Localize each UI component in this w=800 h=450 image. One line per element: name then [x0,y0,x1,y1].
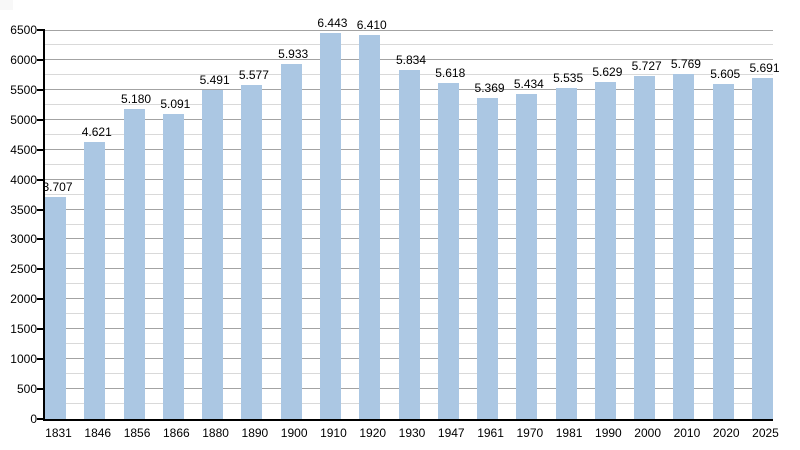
y-tick-mark [37,178,43,181]
bar-value-label: 6.410 [356,18,387,33]
bar-value-label: 5.691 [749,61,780,76]
bar-value-label: 5.629 [592,65,623,80]
x-year-label: 1910 [320,426,347,440]
x-axis-line [43,419,773,421]
bar-2025 [752,78,773,419]
x-year-label: 2020 [712,426,740,440]
x-year-label: 1866 [162,426,190,440]
bar-value-label: 5.577 [238,68,269,83]
bar-value-label: 5.834 [395,52,427,67]
bar-value-label: 5.727 [631,59,662,74]
bar-1990 [594,82,616,419]
x-year-label: 1846 [84,426,112,440]
bar-1866 [162,114,184,419]
y-tick-label: 6000 [10,52,37,67]
y-tick-label: 5000 [10,112,37,127]
bar-value-label: 5.618 [435,65,466,80]
bar-1981 [555,87,577,419]
y-tick-mark [37,418,43,420]
x-year-label: 1890 [241,426,269,440]
bar-value-label: 5.933 [278,46,309,61]
bar-value-label: 5.535 [553,70,584,85]
major-gridline [45,58,773,60]
bar-value-label: 5.091 [160,97,191,112]
bar-1970 [516,93,538,419]
bar-1920 [359,35,381,419]
y-tick-label: 1000 [10,352,37,367]
y-tick-label: 5500 [10,82,37,97]
y-tick-label: 3500 [10,202,37,217]
y-tick-label: 4500 [10,142,37,157]
y-axis-line [43,29,45,419]
x-year-label: 2010 [673,426,701,440]
bar-1890 [241,85,263,419]
x-year-label: 1856 [123,426,151,440]
bar-value-label: 5.180 [121,92,152,106]
bar-1947 [437,82,459,419]
x-year-label: 2025 [752,426,779,440]
minor-gridline [45,43,773,45]
bar-value-label: 3.707 [42,180,73,195]
bar-value-label: 5.605 [710,66,741,81]
y-tick-label: 4000 [10,172,37,187]
y-tick-label: 0 [30,412,37,426]
x-year-label: 1930 [398,426,426,440]
x-year-label: 1981 [555,426,583,440]
x-year-label: 1947 [437,426,465,440]
y-tick-mark [37,298,43,301]
y-tick-mark [37,268,43,271]
bar-1831 [45,197,66,419]
y-tick-mark [37,328,43,331]
bar-2020 [712,83,734,419]
y-tick-label: 1500 [10,322,37,337]
y-tick-mark [37,118,43,121]
x-year-label: 1920 [359,426,387,440]
corner-artifact [0,0,13,10]
major-gridline [45,30,773,31]
bar-value-label: 5.769 [670,56,701,71]
bar-1961 [477,97,499,419]
x-year-label: 1900 [280,426,308,440]
x-year-label: 2000 [634,426,662,440]
bar-1930 [398,69,420,419]
plot-area: 3.707 4.621 5.180 5.091 5.491 5.577 5.933 6.443… [42,17,780,421]
y-tick-mark [37,238,43,241]
x-year-label: 1831 [45,426,72,440]
y-tick-mark [37,58,43,61]
bar-value-label: 5.491 [199,73,230,88]
bar-1846 [84,142,106,419]
x-year-label: 1970 [516,426,544,440]
y-tick-mark [37,208,43,211]
y-tick-label: 500 [16,382,37,397]
y-tick-label: 2000 [10,292,37,307]
bar-value-label: 5.369 [474,80,505,95]
y-tick-mark [37,148,43,151]
x-year-label: 1990 [595,426,622,440]
bar-1900 [280,63,302,419]
y-tick-mark [37,388,43,391]
bar-1880 [202,90,224,419]
bar-value-label: 5.434 [513,76,544,91]
y-tick-label: 3000 [10,232,37,247]
bar-2010 [673,73,695,419]
bar-2000 [634,76,656,419]
bar-value-label: 6.443 [317,16,348,31]
y-tick-label: 2500 [10,262,37,277]
x-year-label: 1961 [477,426,504,440]
y-tick-mark [37,358,43,361]
x-year-label: 1880 [202,426,229,440]
bar-value-label: 4.621 [81,125,112,140]
y-tick-label: 6500 [10,23,37,37]
bar-1910 [319,33,341,419]
y-tick-mark [37,29,43,31]
y-tick-mark [37,88,43,91]
bar-1856 [123,109,145,419]
